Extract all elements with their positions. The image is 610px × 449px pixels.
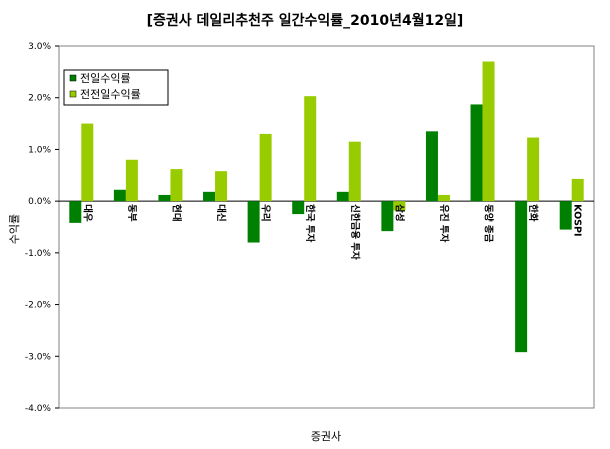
- category-label: 동부: [126, 204, 138, 222]
- bar-series-1: [425, 131, 438, 202]
- bar-series-2: [571, 178, 584, 202]
- bar-series-2: [527, 137, 540, 202]
- bar-series-1: [247, 201, 260, 243]
- legend-label-series-2: 전전일수익률: [80, 87, 141, 101]
- y-tick-label: 0.0%: [28, 197, 51, 207]
- legend-label-series-1: 전일수익률: [80, 71, 131, 85]
- category-label: 대우: [81, 204, 93, 222]
- legend-swatch-series-1: [69, 74, 77, 82]
- category-label: 한화: [527, 204, 539, 222]
- category-label: 대신: [215, 204, 227, 221]
- y-tick-label: 1.0%: [28, 145, 51, 155]
- category-label: 현대: [170, 204, 182, 221]
- plot-area: [58, 45, 595, 409]
- bar-series-2: [259, 133, 272, 202]
- bar-series-1: [470, 104, 483, 202]
- bar-series-2: [393, 201, 406, 211]
- bar-series-1: [158, 194, 171, 202]
- category-label: KOSPI: [572, 204, 583, 236]
- category-label: 우리: [260, 204, 272, 221]
- y-axis-title: 수익률: [8, 214, 21, 244]
- y-tick-label: -1.0%: [25, 249, 52, 259]
- y-tick-label: 3.0%: [28, 42, 51, 52]
- legend-swatch-series-2: [69, 90, 77, 98]
- legend-box: [63, 69, 169, 106]
- bar-series-2: [482, 61, 495, 202]
- bar-series-1: [292, 201, 305, 215]
- bar-series-1: [559, 201, 572, 230]
- category-label: 한국 투자: [304, 204, 316, 243]
- bar-series-1: [113, 189, 126, 202]
- bar-series-2: [437, 194, 450, 202]
- y-tick-label: 2.0%: [28, 94, 51, 104]
- y-tick-label: -2.0%: [25, 301, 52, 311]
- y-tick-label: -4.0%: [25, 404, 52, 414]
- y-tick-label: -3.0%: [25, 352, 52, 362]
- bar-series-2: [170, 169, 183, 202]
- bar-series-1: [336, 191, 349, 202]
- bar-series-2: [348, 141, 361, 202]
- bar-series-2: [304, 96, 317, 202]
- legend: 전일수익률 전전일수익률: [63, 69, 169, 106]
- category-label: 유진 투자: [438, 204, 450, 243]
- category-label: 삼성: [393, 204, 405, 221]
- bar-series-2: [81, 123, 94, 202]
- category-label: 신한금융 투자: [349, 204, 361, 260]
- category-label: 동양 종금: [483, 204, 495, 243]
- bar-series-1: [203, 191, 216, 202]
- bar-series-1: [381, 201, 394, 232]
- bar-series-1: [515, 201, 528, 353]
- x-axis-title: 증권사: [311, 430, 341, 443]
- bar-series-2: [215, 171, 228, 202]
- bar-series-2: [125, 159, 138, 202]
- chart-title: [증권사 데일리추천주 일간수익률_2010년4월12일]: [146, 13, 464, 29]
- bar-series-1: [69, 201, 82, 223]
